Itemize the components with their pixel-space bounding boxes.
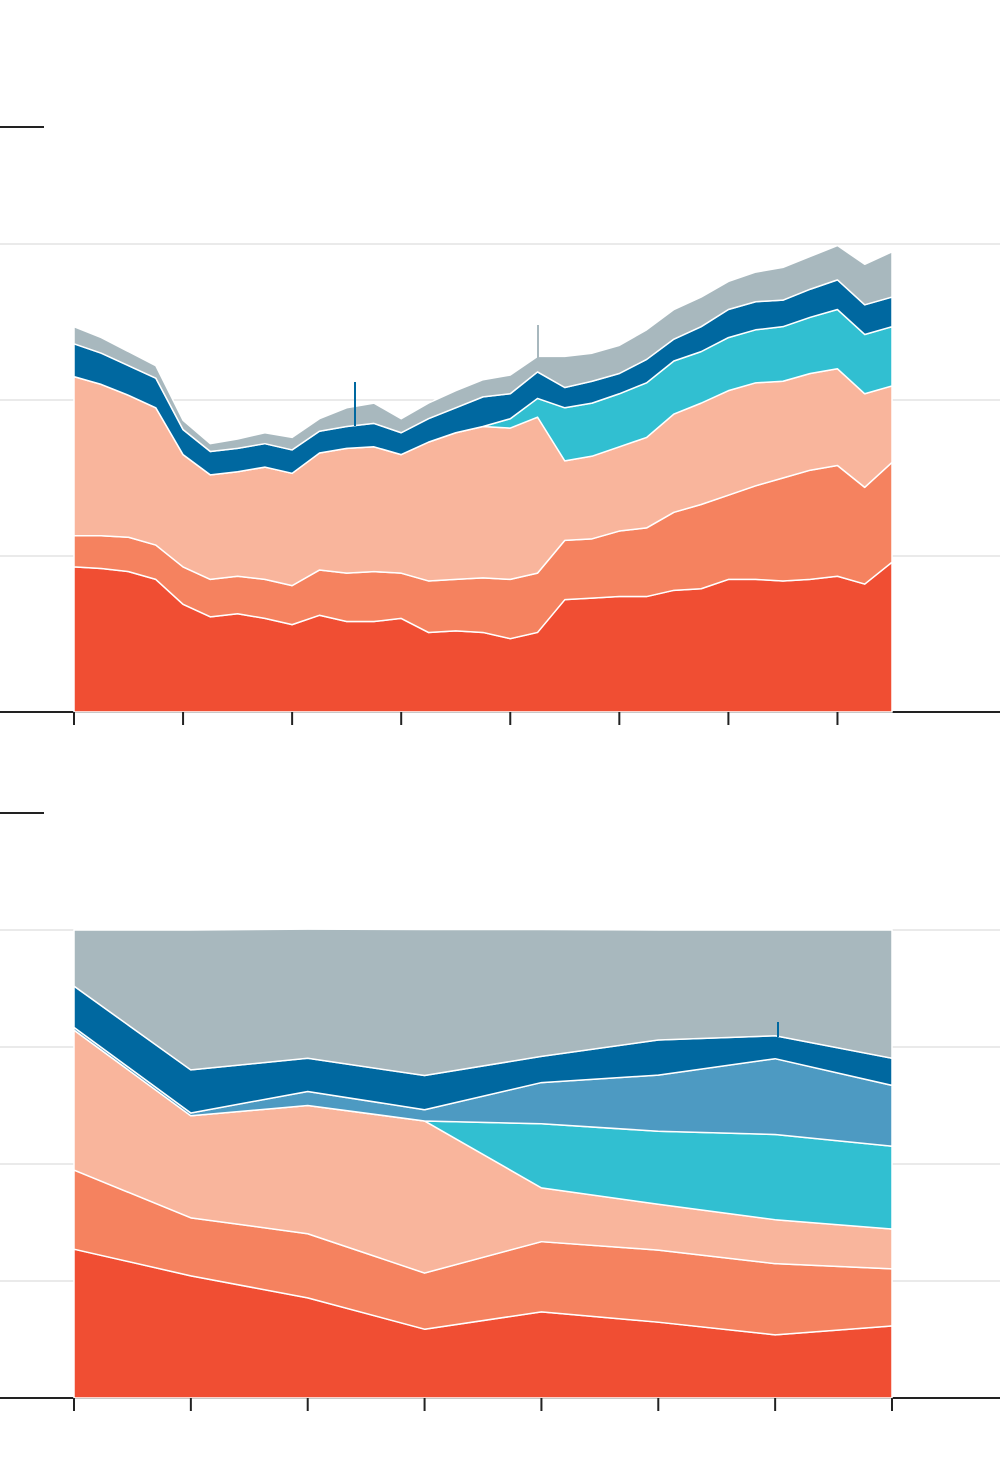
plots — [0, 243, 1000, 1411]
area — [73, 928, 893, 1077]
